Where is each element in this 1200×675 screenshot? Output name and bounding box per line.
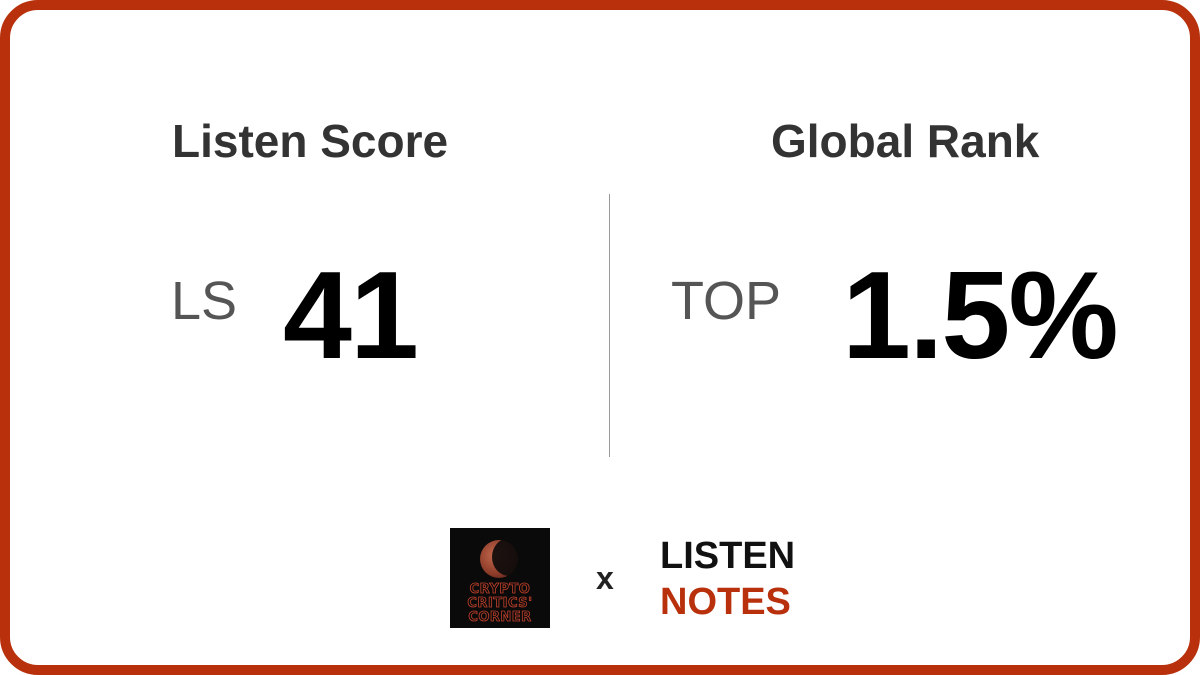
listen-score-heading: Listen Score	[172, 115, 449, 167]
listen-notes-logo-bottom: NOTES	[660, 581, 791, 623]
listen-score-prefix: LS	[171, 271, 238, 331]
moon-shadow	[492, 538, 526, 576]
collab-separator: x	[596, 560, 614, 596]
listen-notes-logo-top: LISTEN	[660, 535, 796, 577]
global-rank-prefix: TOP	[671, 271, 782, 331]
podcast-art-line: CORNER	[468, 610, 532, 625]
podcast-art-line: CRITICS'	[467, 596, 533, 611]
podcast-cover-art: CRYPTO CRITICS' CORNER	[450, 528, 550, 628]
global-rank-heading: Global Rank	[771, 115, 1040, 167]
global-rank-value: 1.5%	[842, 247, 1119, 385]
vertical-divider	[609, 194, 610, 457]
podcast-art-line: CRYPTO	[469, 582, 531, 597]
listen-score-value: 41	[283, 247, 419, 385]
